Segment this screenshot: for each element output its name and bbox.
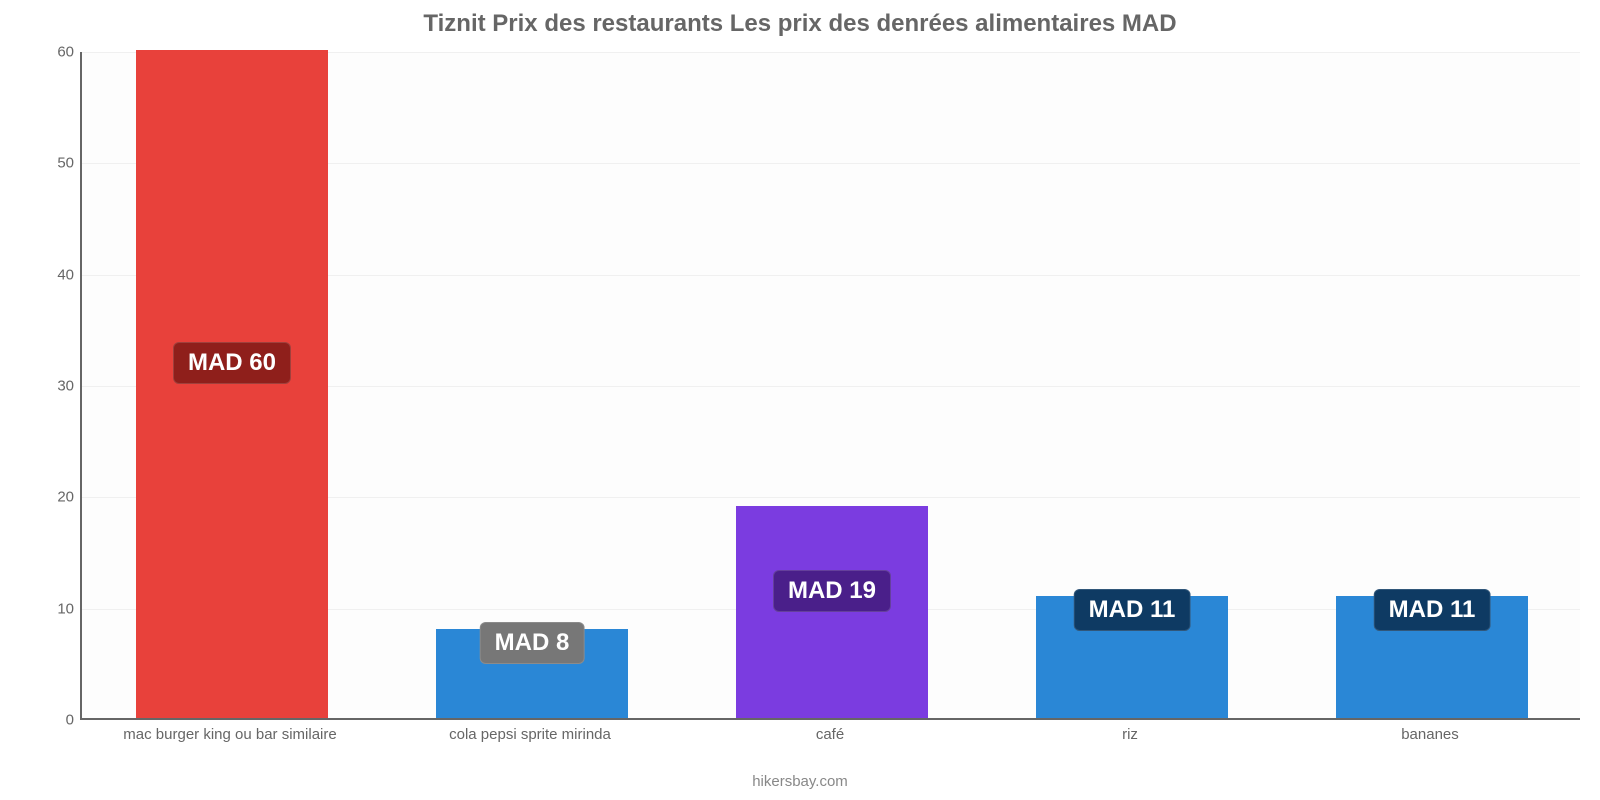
y-tick-label: 20 [14, 489, 74, 506]
chart-footer-credit: hikersbay.com [0, 773, 1600, 790]
bar-value-label: MAD 60 [173, 342, 291, 384]
plot-area: MAD 60 MAD 8 MAD 19 MAD 11 MAD 11 [80, 52, 1580, 720]
x-tick-label: cola pepsi sprite mirinda [449, 726, 611, 743]
x-tick-label: mac burger king ou bar similaire [123, 726, 336, 743]
y-tick-label: 40 [14, 266, 74, 283]
x-tick-label: bananes [1401, 726, 1459, 743]
y-tick-label: 10 [14, 600, 74, 617]
bar [736, 506, 928, 718]
bar [136, 50, 328, 718]
y-tick-label: 60 [14, 44, 74, 61]
price-bar-chart: Tiznit Prix des restaurants Les prix des… [0, 0, 1600, 800]
bar-value-label: MAD 8 [480, 622, 585, 664]
x-tick-label: café [816, 726, 844, 743]
bar-value-label: MAD 19 [773, 570, 891, 612]
chart-title: Tiznit Prix des restaurants Les prix des… [0, 10, 1600, 38]
bar-value-label: MAD 11 [1374, 589, 1491, 631]
y-tick-label: 0 [14, 712, 74, 729]
x-tick-label: riz [1122, 726, 1138, 743]
bar-value-label: MAD 11 [1074, 589, 1191, 631]
y-tick-label: 50 [14, 155, 74, 172]
y-tick-label: 30 [14, 378, 74, 395]
